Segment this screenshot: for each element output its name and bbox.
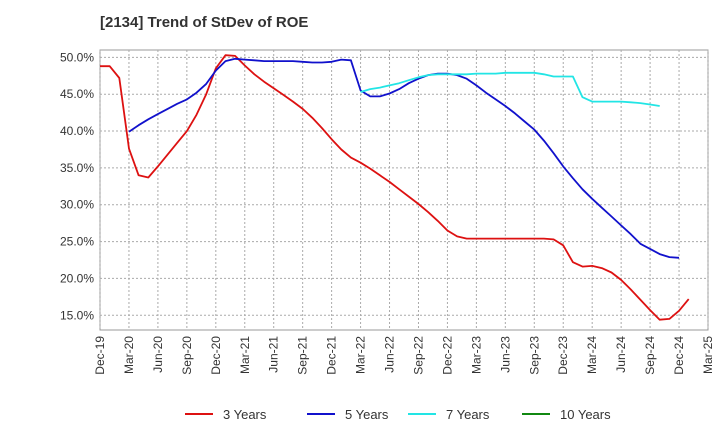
x-tick-label: Dec-24	[672, 336, 686, 375]
y-tick-label: 30.0%	[60, 198, 94, 212]
x-tick-label: Mar-20	[122, 336, 136, 374]
x-tick-label: Dec-23	[556, 336, 570, 375]
x-tick-label: Sep-20	[180, 336, 194, 375]
x-tick-label: Jun-23	[498, 336, 512, 373]
chart-title: [2134] Trend of StDev of ROE	[100, 14, 309, 31]
series-line-3-years	[100, 54, 690, 321]
x-tick-label: Jun-21	[267, 336, 281, 373]
legend-label: 3 Years	[223, 407, 267, 422]
y-tick-label: 40.0%	[60, 124, 94, 138]
y-tick-label: 50.0%	[60, 50, 94, 64]
x-tick-label: Sep-24	[643, 336, 657, 375]
x-tick-label: Sep-23	[527, 336, 541, 375]
x-tick-label: Mar-25	[701, 336, 715, 374]
y-tick-label: 35.0%	[60, 161, 94, 175]
x-tick-label: Dec-20	[209, 336, 223, 375]
x-tick-label: Dec-21	[325, 336, 339, 375]
y-tick-label: 20.0%	[60, 271, 94, 285]
x-tick-label: Mar-24	[585, 336, 599, 374]
x-tick-label: Jun-20	[151, 336, 165, 373]
x-tick-label: Mar-21	[238, 336, 252, 374]
legend-label: 10 Years	[560, 407, 611, 422]
legend-label: 5 Years	[345, 407, 389, 422]
x-tick-label: Sep-22	[411, 336, 425, 375]
series-line-7-years	[360, 71, 660, 107]
x-tick-label: Jun-24	[614, 336, 628, 373]
x-tick-label: Sep-21	[296, 336, 310, 375]
plot-area	[99, 49, 709, 331]
legend-label: 7 Years	[446, 407, 490, 422]
x-tick-label: Jun-22	[383, 336, 397, 373]
y-tick-label: 45.0%	[60, 87, 94, 101]
series-line-5-years	[128, 57, 680, 259]
y-tick-label: 25.0%	[60, 235, 94, 249]
x-tick-label: Mar-23	[469, 336, 483, 374]
x-tick-label: Mar-22	[354, 336, 368, 374]
x-tick-label: Dec-19	[93, 336, 107, 375]
x-tick-label: Dec-22	[440, 336, 454, 375]
y-tick-label: 15.0%	[60, 308, 94, 322]
